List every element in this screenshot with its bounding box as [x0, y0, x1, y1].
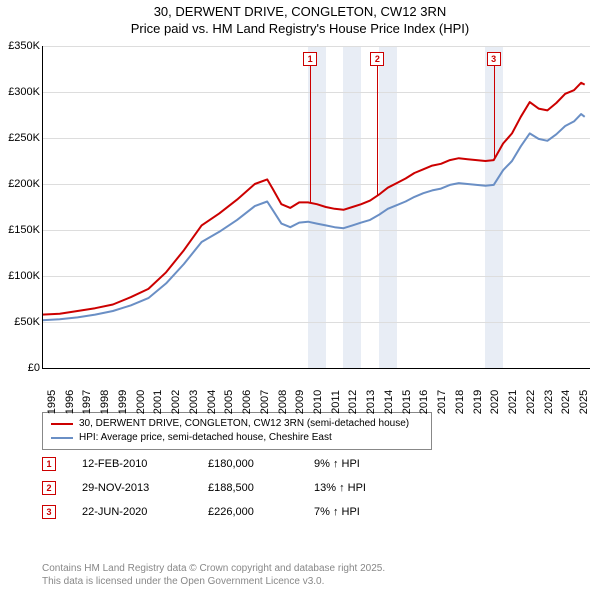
x-tick-label: 1996 — [64, 390, 76, 414]
x-tick-label: 2006 — [241, 390, 253, 414]
x-tick-label: 2009 — [294, 390, 306, 414]
x-tick-label: 2011 — [330, 390, 342, 414]
callout-line-1 — [310, 66, 311, 202]
chart-title-block: 30, DERWENT DRIVE, CONGLETON, CW12 3RN P… — [0, 4, 600, 38]
legend-swatch-0 — [51, 423, 73, 425]
footer-line-2: This data is licensed under the Open Gov… — [42, 575, 385, 588]
event-date: 22-JUN-2020 — [82, 506, 182, 518]
x-tick-label: 2024 — [560, 390, 572, 414]
legend-label-1: HPI: Average price, semi-detached house,… — [79, 431, 332, 445]
x-tick-label: 2014 — [383, 390, 395, 414]
legend-swatch-1 — [51, 437, 73, 439]
x-axis — [42, 368, 590, 369]
title-line-2: Price paid vs. HM Land Registry's House … — [0, 21, 600, 38]
x-tick-label: 2013 — [365, 390, 377, 414]
y-tick-label: £350K — [0, 40, 40, 52]
x-tick-label: 2004 — [206, 390, 218, 414]
series-svg — [42, 46, 590, 368]
x-tick-label: 2017 — [436, 390, 448, 414]
x-tick-label: 2000 — [135, 390, 147, 414]
x-tick-label: 2015 — [401, 390, 413, 414]
y-tick-label: £0 — [0, 362, 40, 374]
x-tick-label: 2012 — [347, 390, 359, 414]
x-tick-label: 1998 — [99, 390, 111, 414]
event-delta: 9% ↑ HPI — [314, 458, 404, 470]
x-tick-label: 2005 — [223, 390, 235, 414]
x-tick-label: 2010 — [312, 390, 324, 414]
x-tick-label: 2018 — [454, 390, 466, 414]
y-tick-label: £50K — [0, 316, 40, 328]
y-tick-label: £150K — [0, 224, 40, 236]
legend-row: 30, DERWENT DRIVE, CONGLETON, CW12 3RN (… — [51, 417, 423, 431]
x-tick-label: 2016 — [418, 390, 430, 414]
event-date: 29-NOV-2013 — [82, 482, 182, 494]
callout-line-3 — [494, 66, 495, 160]
event-delta: 13% ↑ HPI — [314, 482, 404, 494]
event-num-1: 1 — [42, 457, 56, 471]
x-tick-label: 1999 — [117, 390, 129, 414]
x-tick-label: 2025 — [578, 390, 590, 414]
event-num-2: 2 — [42, 481, 56, 495]
legend-row: HPI: Average price, semi-detached house,… — [51, 431, 423, 445]
y-tick-label: £100K — [0, 270, 40, 282]
event-price: £180,000 — [208, 458, 288, 470]
event-num-3: 3 — [42, 505, 56, 519]
event-delta: 7% ↑ HPI — [314, 506, 404, 518]
legend: 30, DERWENT DRIVE, CONGLETON, CW12 3RN (… — [42, 412, 432, 450]
callout-1: 1 — [303, 52, 317, 66]
callout-line-2 — [377, 66, 378, 195]
y-tick-label: £300K — [0, 86, 40, 98]
x-tick-label: 1997 — [81, 390, 93, 414]
x-tick-label: 2021 — [507, 390, 519, 414]
footer-attribution: Contains HM Land Registry data © Crown c… — [42, 562, 385, 588]
events-table: 1 12-FEB-2010 £180,000 9% ↑ HPI 2 29-NOV… — [42, 452, 562, 524]
x-tick-label: 2022 — [525, 390, 537, 414]
footer-line-1: Contains HM Land Registry data © Crown c… — [42, 562, 385, 575]
event-row: 3 22-JUN-2020 £226,000 7% ↑ HPI — [42, 500, 562, 524]
x-tick-label: 2007 — [259, 390, 271, 414]
callout-2: 2 — [370, 52, 384, 66]
x-tick-label: 1995 — [46, 390, 58, 414]
y-axis — [42, 46, 43, 368]
legend-label-0: 30, DERWENT DRIVE, CONGLETON, CW12 3RN (… — [79, 417, 409, 431]
event-date: 12-FEB-2010 — [82, 458, 182, 470]
x-tick-label: 2019 — [472, 390, 484, 414]
y-tick-label: £250K — [0, 132, 40, 144]
x-tick-label: 2008 — [277, 390, 289, 414]
series-line-0 — [42, 83, 585, 315]
x-tick-label: 2020 — [489, 390, 501, 414]
event-price: £188,500 — [208, 482, 288, 494]
title-line-1: 30, DERWENT DRIVE, CONGLETON, CW12 3RN — [0, 4, 600, 21]
event-row: 1 12-FEB-2010 £180,000 9% ↑ HPI — [42, 452, 562, 476]
x-tick-label: 2003 — [188, 390, 200, 414]
x-tick-label: 2002 — [170, 390, 182, 414]
chart-plot-area: 1 2 3 — [42, 46, 590, 368]
event-row: 2 29-NOV-2013 £188,500 13% ↑ HPI — [42, 476, 562, 500]
x-tick-label: 2001 — [152, 390, 164, 414]
y-tick-label: £200K — [0, 178, 40, 190]
callout-3: 3 — [487, 52, 501, 66]
event-price: £226,000 — [208, 506, 288, 518]
x-tick-label: 2023 — [543, 390, 555, 414]
